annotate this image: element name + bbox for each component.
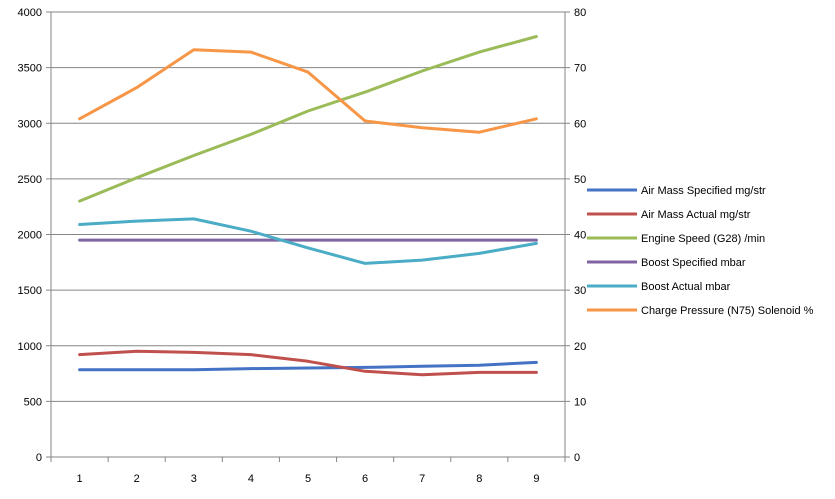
legend-label: Engine Speed (G28) /min [641,233,765,245]
x-axis-tick-label: 4 [248,473,254,485]
left-axis-tick-label: 500 [24,396,42,408]
series-lines [78,35,538,377]
x-axis-tick-label: 9 [533,473,539,485]
right-axis-tick-label: 80 [574,7,586,19]
left-axis-tick-label: 2000 [18,230,42,242]
series-line [78,217,538,265]
right-axis-tick-label: 0 [574,452,580,464]
series-line [78,35,538,203]
gridlines [51,11,565,402]
x-axis-tick-label: 1 [76,473,82,485]
left-axis-tick-label: 4000 [18,7,42,19]
right-axis-tick-label: 10 [574,396,586,408]
right-axis-tick-label: 20 [574,341,586,353]
axes: 0 500 1000 1500 2000 2500 3000 3500 4000 0 10 20 30 4… [18,7,587,485]
left-axis-tick-label: 0 [36,452,42,464]
series-line [78,360,538,372]
x-axis-tick-label: 2 [134,473,140,485]
x-axis-tick-label: 7 [419,473,425,485]
right-axis-tick-label: 60 [574,118,586,130]
legend-label: Air Mass Actual mg/str [641,209,751,221]
left-axis-tick-label: 1500 [18,285,42,297]
legend-label: Boost Specified mbar [641,257,746,269]
x-axis-tick-label: 6 [362,473,368,485]
right-axis-tick-label: 70 [574,63,586,75]
right-axis-tick-label: 40 [574,230,586,242]
legend-label: Air Mass Specified mg/str [641,185,766,197]
legend-label: Charge Pressure (N75) Solenoid % [641,305,814,317]
legend: Air Mass Specified mg/str Air Mass Actual… [587,185,814,317]
left-axis-tick-label: 2500 [18,174,42,186]
legend-label: Boost Actual mbar [641,281,731,293]
left-axis-tick-label: 1000 [18,341,42,353]
left-axis-tick-label: 3500 [18,63,42,75]
x-axis-tick-label: 8 [476,473,482,485]
x-axis-tick-label: 5 [305,473,311,485]
series-line [78,48,538,134]
x-axis-tick-label: 3 [191,473,197,485]
series-line [78,349,538,377]
right-axis-tick-label: 50 [574,174,586,186]
right-axis-tick-label: 30 [574,285,586,297]
left-axis-tick-label: 3000 [18,118,42,130]
